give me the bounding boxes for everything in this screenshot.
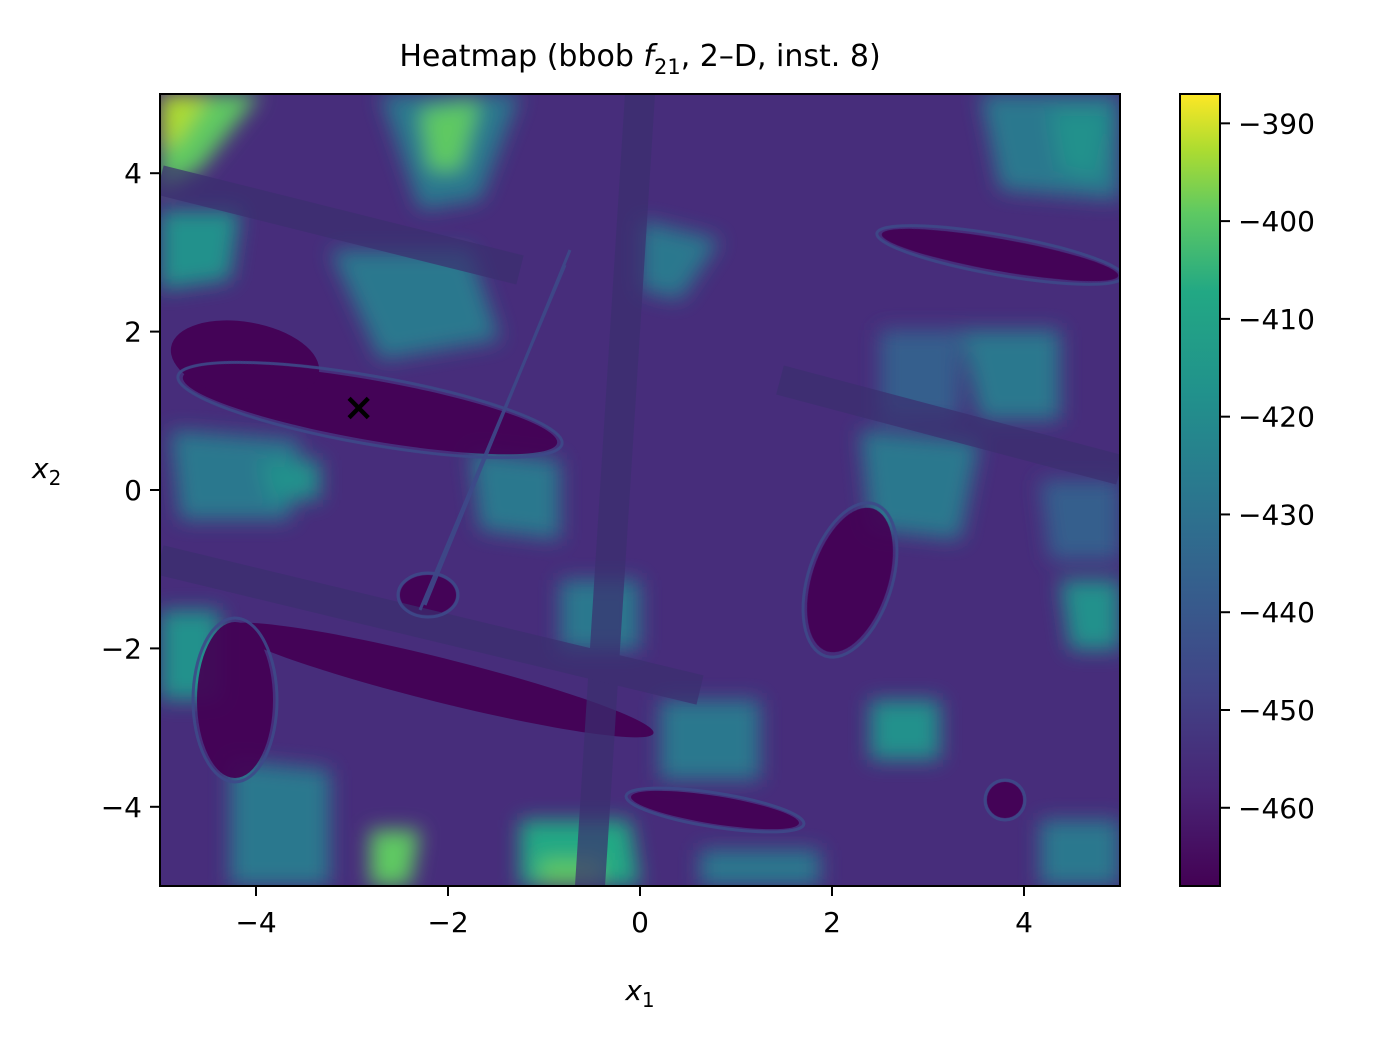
- heatmap-plot-area: [160, 94, 1120, 886]
- x-tick-label: 4: [1015, 906, 1033, 939]
- x-tick-label: 0: [631, 906, 649, 939]
- x-axis-label: x1: [624, 974, 654, 1012]
- colorbar-tick-label: −440: [1238, 596, 1315, 629]
- colorbar-tick-label: −420: [1238, 401, 1315, 434]
- x-tick-label: −2: [427, 906, 468, 939]
- colorbar-tick-label: −460: [1238, 792, 1315, 825]
- x-axis-ticks: −4 −2 0 2 4: [235, 886, 1033, 939]
- optimum-marker: ×: [343, 385, 375, 429]
- colorbar-tick-label: −390: [1238, 107, 1315, 140]
- y-tick-label: −4: [101, 791, 142, 824]
- colorbar-tick-label: −410: [1238, 303, 1315, 336]
- chart-title: Heatmap (bbob f21, 2–D, inst. 8): [399, 39, 880, 79]
- y-tick-label: 0: [124, 474, 142, 507]
- heatmap-contours: [176, 224, 1120, 834]
- heatmap-ridges: [160, 94, 1120, 886]
- y-tick-label: −2: [101, 632, 142, 665]
- y-axis-label: x2: [31, 452, 61, 490]
- colorbar-ticks: −460 −450 −440 −430 −420 −410 −400 −390: [1220, 107, 1315, 825]
- x-tick-label: −4: [235, 906, 276, 939]
- y-tick-label: 4: [124, 157, 142, 190]
- y-axis-ticks: −4 −2 0 2 4: [101, 157, 160, 824]
- colorbar-tick-label: −400: [1238, 205, 1315, 238]
- colorbar: [1179, 93, 1221, 887]
- heatmap-surface: [160, 94, 1120, 886]
- colorbar-tick-label: −450: [1238, 694, 1315, 727]
- x-tick-label: 2: [823, 906, 841, 939]
- heatmap-basins: [170, 228, 1119, 830]
- colorbar-tick-label: −430: [1238, 498, 1315, 531]
- y-tick-label: 2: [124, 316, 142, 349]
